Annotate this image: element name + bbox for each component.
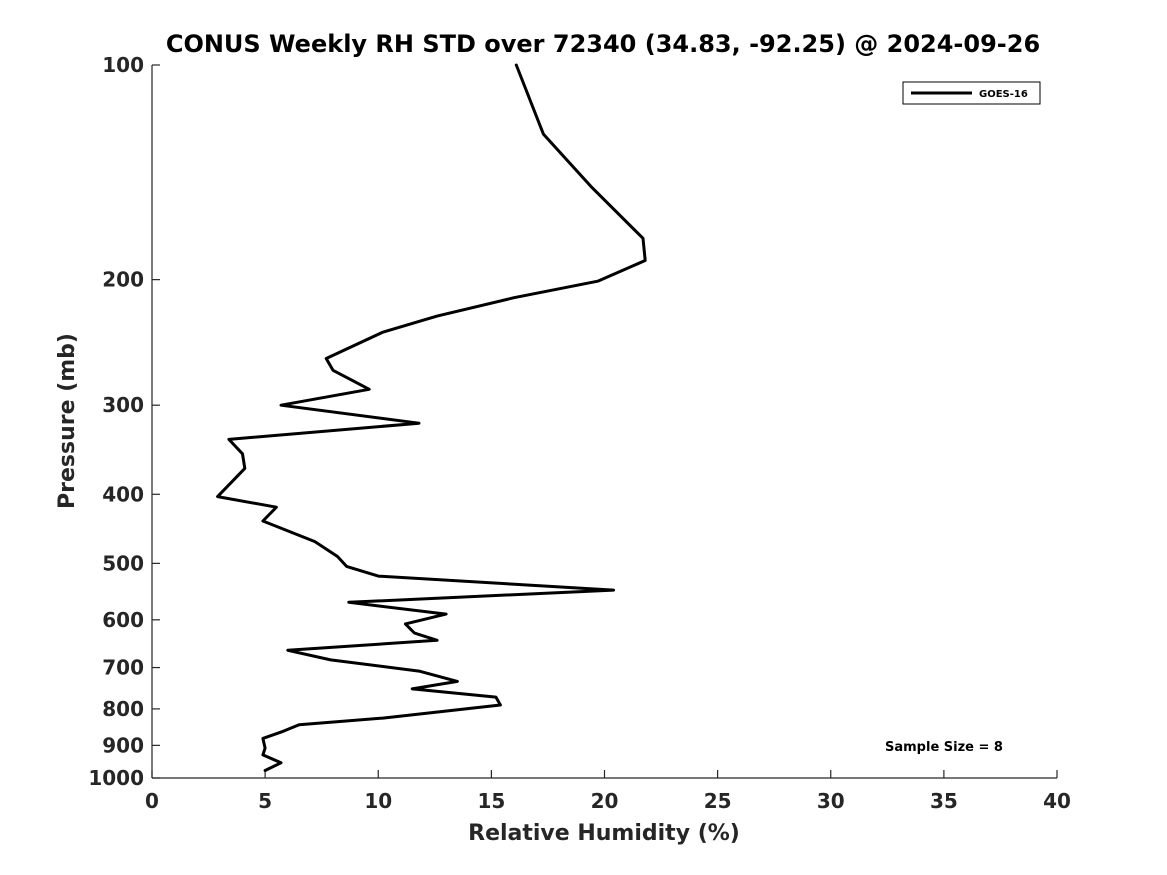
x-axis-label: Relative Humidity (%)	[468, 821, 740, 846]
y-tick-label: 300	[102, 393, 144, 417]
x-tick-label: 15	[477, 789, 505, 813]
series-line-goes16	[216, 63, 647, 772]
x-tick-label: 5	[258, 789, 272, 813]
legend: GOES-16	[902, 81, 1041, 105]
y-tick-label: 200	[102, 268, 144, 292]
series-layer	[216, 63, 647, 772]
x-tick-label: 20	[591, 789, 619, 813]
y-tick-label: 500	[102, 551, 144, 575]
legend-label: GOES-16	[979, 89, 1028, 100]
x-tick-label: 35	[930, 789, 958, 813]
x-axis: 0 5 10 15 20 25 30 35 40	[145, 770, 1071, 813]
x-tick-label: 0	[145, 789, 159, 813]
y-axis: 100 200 300 400 500 600 700 800 900 1000	[88, 53, 160, 790]
x-tick-label: 30	[817, 789, 845, 813]
y-tick-label: 1000	[88, 766, 144, 790]
y-axis-label: Pressure (mb)	[55, 333, 80, 509]
y-tick-label: 100	[102, 53, 144, 77]
y-tick-label: 400	[102, 482, 144, 506]
x-tick-label: 25	[704, 789, 732, 813]
sample-size-annotation: Sample Size = 8	[885, 740, 1003, 755]
y-tick-label: 600	[102, 608, 144, 632]
y-tick-label: 900	[102, 733, 144, 757]
x-tick-label: 40	[1043, 789, 1071, 813]
y-tick-label: 800	[102, 697, 144, 721]
x-tick-label: 10	[364, 789, 392, 813]
y-tick-label: 700	[102, 656, 144, 680]
chart-title: CONUS Weekly RH STD over 72340 (34.83, -…	[166, 30, 1040, 58]
